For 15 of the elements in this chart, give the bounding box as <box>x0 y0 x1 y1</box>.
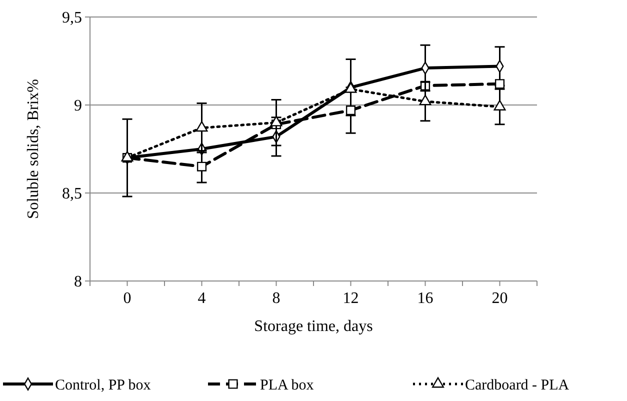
x-axis-title: Storage time, days <box>254 318 373 335</box>
legend-label: Cardboard - PLA <box>465 377 570 394</box>
y-axis-title: Soluble solids, Brix% <box>25 78 42 220</box>
legend-label: Control, PP box <box>55 377 152 394</box>
legend-label: PLA box <box>260 377 314 394</box>
x-tick-label: 8 <box>272 290 280 307</box>
y-tick-label: 8,5 <box>62 186 82 203</box>
x-tick-label: 4 <box>198 290 206 307</box>
x-tick-label: 20 <box>492 290 508 307</box>
x-tick-label: 16 <box>417 290 434 307</box>
y-tick-label: 9,5 <box>62 10 82 27</box>
x-tick-label: 0 <box>123 290 132 307</box>
x-tick-label: 12 <box>342 290 359 307</box>
y-tick-label: 8 <box>74 274 82 291</box>
y-tick-label: 9 <box>74 98 82 115</box>
